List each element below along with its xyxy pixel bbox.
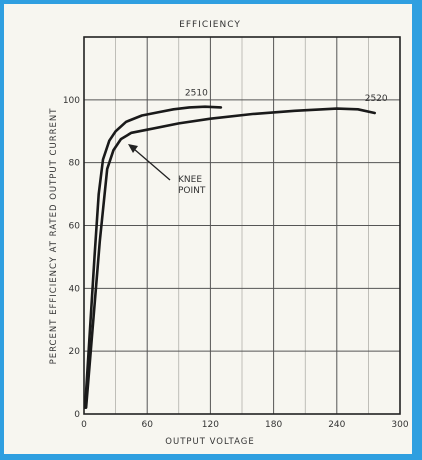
annotation-arrow-line — [133, 148, 171, 181]
series-layer: 2510 2520 — [83, 88, 388, 409]
x-axis-label: OUTPUT VOLTAGE — [165, 437, 254, 447]
series-label-2520: 2520 — [365, 94, 388, 104]
y-tick-label: 20 — [69, 347, 81, 357]
y-tick-label: 80 — [69, 159, 81, 169]
tick-labels: 0 60 120 180 240 300 0 20 40 60 80 100 — [63, 96, 409, 430]
chart-title: EFFICIENCY — [179, 20, 241, 30]
plot-frame — [83, 36, 401, 415]
x-tick-label: 60 — [141, 420, 153, 430]
x-tick-label: 240 — [328, 420, 345, 430]
series-line-2520 — [84, 107, 376, 409]
y-axis-label: PERCENT EFFICIENCY AT RATED OUTPUT CURRE… — [49, 108, 59, 365]
annotation-line-2: POINT — [178, 186, 206, 196]
annotation-arrow-head — [128, 144, 138, 153]
efficiency-chart: 2510 2520 0 60 120 180 240 300 0 20 40 60 80 100 EFF… — [49, 20, 409, 447]
y-tick-label: 0 — [74, 410, 80, 420]
x-tick-label: 0 — [81, 420, 87, 430]
axes — [83, 36, 401, 415]
knee-point-annotation: KNEE POINT — [128, 144, 206, 196]
y-tick-label: 60 — [69, 222, 81, 232]
series-line-2510 — [83, 105, 223, 409]
chart-panel: 2510 2520 0 60 120 180 240 300 0 20 40 60 80 100 EFF… — [4, 4, 412, 454]
x-tick-label: 120 — [202, 420, 219, 430]
y-tick-label: 100 — [63, 96, 80, 106]
y-tick-label: 40 — [69, 284, 81, 294]
grid — [83, 36, 401, 415]
x-tick-label: 300 — [391, 420, 408, 430]
x-tick-label: 180 — [265, 420, 282, 430]
series-label-2510: 2510 — [185, 88, 208, 98]
annotation-line-1: KNEE — [178, 175, 202, 185]
